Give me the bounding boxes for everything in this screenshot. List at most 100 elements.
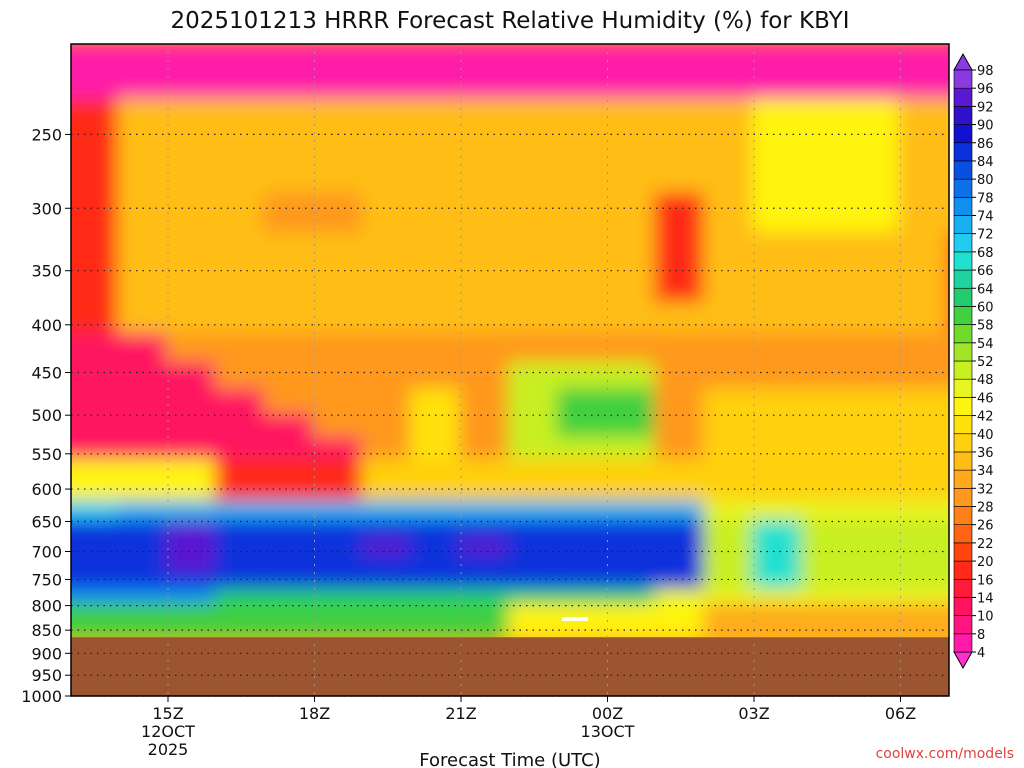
colorbar-label: 98 [977,64,994,79]
field-cell [71,148,122,197]
field-cell [71,588,122,608]
colorbar-swatch [953,488,973,507]
field-cell [507,603,561,623]
field-cell [214,388,268,418]
field-cell [605,413,659,441]
field-cell [166,268,219,307]
chart-title: 2025101213 HRRR Forecast Relative Humidi… [171,8,850,34]
colorbar-swatch [953,360,973,380]
field-cell [214,436,268,464]
y-tick-label: 450 [31,364,62,383]
colorbar-label: 34 [977,464,994,479]
field-cell [410,588,463,608]
field-cell [849,519,903,542]
y-tick-label: 350 [31,262,62,281]
field-cell [214,459,268,485]
field-cell [117,268,170,307]
field-cell [117,388,170,418]
colorbar-swatch [953,615,973,635]
y-tick-label: 800 [31,597,62,616]
colorbar-label: 90 [977,119,994,134]
field-cell [117,618,170,637]
field-cell [166,618,219,637]
field-cell [947,480,949,505]
colorbar-swatch [953,269,973,289]
field-cell [654,361,708,393]
colorbar-swatch [953,433,973,453]
field-cell [800,413,854,441]
field-cell [703,98,756,153]
colorbar-label: 68 [977,246,994,261]
field-cell [117,459,170,485]
field-cell [898,302,949,337]
field-cell [71,555,122,577]
x-axis-label: Forecast Time (UTC) [419,750,600,768]
field-cell [507,192,561,237]
field-cell [605,603,659,623]
field-cell [71,332,122,366]
field-cell [507,268,561,307]
colorbar-swatch [953,106,973,125]
field-cell [898,332,949,366]
field-cell [752,413,805,441]
field-cell [654,459,708,485]
field-cell [459,413,512,441]
field-cell [263,618,317,637]
field-cell [312,555,366,577]
y-tick-label: 700 [31,543,62,562]
field-cell [556,98,610,153]
y-tick-label: 950 [31,666,62,685]
field-cell [312,361,366,393]
field-cell [507,98,561,153]
plot-frame [70,43,950,697]
field-cell [800,618,854,637]
field-cell [263,388,317,418]
field-cell [605,232,659,273]
x-tick-label: 03Z [738,704,769,723]
field-cell [71,459,122,485]
field-cell [214,618,268,637]
colorbar-top-arrow [953,52,973,71]
field-cell [752,332,805,366]
field-cell [410,98,463,153]
field-cell [361,572,415,593]
field-cell [459,332,512,366]
field-cell [312,537,366,560]
field-cell [898,519,949,542]
field-cell [166,603,219,623]
field-cell [605,361,659,393]
field-cell [947,332,949,366]
colorbar-label: 48 [977,373,994,388]
field-cell [800,232,854,273]
field-cell [752,572,805,593]
field-cell [71,500,122,524]
field-cell [849,500,903,524]
field-cell [947,618,949,637]
field-cell [605,268,659,307]
field-cell [898,192,949,237]
field-cell [507,618,561,637]
field-cell [117,332,170,366]
colorbar-label: 66 [977,264,994,279]
colorbar-label: 80 [977,173,994,188]
field-cell [410,603,463,623]
colorbar-label: 4 [977,646,985,661]
field-cell [166,436,219,464]
field-cell [214,268,268,307]
field-cell [800,302,854,337]
field-cell [214,500,268,524]
field-cell [703,537,756,560]
field-cell [117,603,170,623]
colorbar-swatch [953,378,973,398]
field-cell [459,268,512,307]
field-cell [459,148,512,197]
field-cell [459,588,512,608]
field-cell [459,572,512,593]
field-cell [214,480,268,505]
field-cell [898,268,949,307]
ground-notch [562,617,588,621]
field-cell [703,268,756,307]
field-cell [117,537,170,560]
colorbar-bottom-arrow [953,651,973,670]
field-cell [703,332,756,366]
